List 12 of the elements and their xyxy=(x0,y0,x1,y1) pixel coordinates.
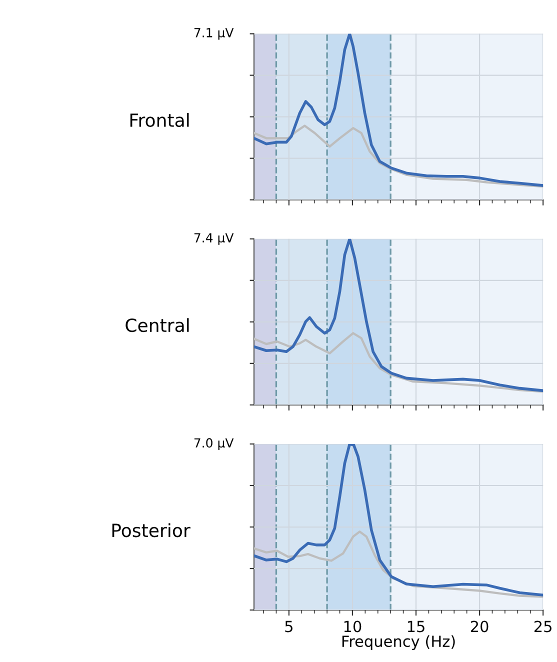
x-tick-label: 15 xyxy=(408,620,424,632)
x-tick-label: 5 xyxy=(285,620,292,632)
text: Frontal xyxy=(130,113,189,128)
x-tick-label: 10 xyxy=(344,620,362,632)
x-tick-label: 25 xyxy=(534,620,552,632)
x-tick-label: 20 xyxy=(470,620,488,632)
text: Central xyxy=(126,318,189,332)
text: Posterior xyxy=(112,523,190,538)
x-axis-title: Frequency (Hz) xyxy=(342,635,455,650)
text: 7.0 µV xyxy=(194,438,234,450)
text: 7.4 µV xyxy=(194,233,234,245)
text: 7.1 µV xyxy=(194,28,234,40)
